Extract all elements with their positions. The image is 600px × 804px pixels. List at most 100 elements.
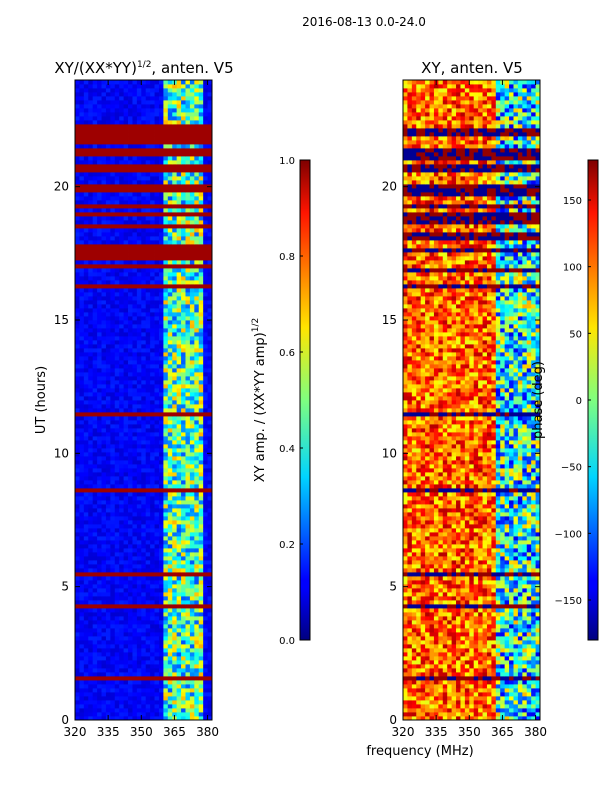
heatmap-cell — [194, 316, 199, 320]
heatmap-cell — [155, 616, 160, 620]
heatmap-cell — [163, 212, 168, 216]
heatmap-cell — [97, 700, 102, 704]
heatmap-cell — [199, 208, 204, 212]
heatmap-cell — [159, 212, 164, 216]
heatmap-cell — [132, 120, 137, 124]
heatmap-cell — [128, 96, 133, 100]
heatmap-cell — [146, 188, 151, 192]
heatmap-cell — [150, 284, 155, 288]
heatmap-cell — [128, 308, 133, 312]
heatmap-cell — [132, 384, 137, 388]
heatmap-cell — [181, 404, 186, 408]
heatmap-cell — [119, 188, 124, 192]
heatmap-cell — [155, 512, 160, 516]
heatmap-cell — [203, 560, 208, 564]
heatmap-cell — [75, 160, 80, 164]
heatmap-cell — [159, 572, 164, 576]
heatmap-cell — [150, 112, 155, 116]
heatmap-cell — [88, 220, 93, 224]
heatmap-cell — [163, 128, 168, 132]
heatmap-cell — [141, 500, 146, 504]
heatmap-cell — [199, 448, 204, 452]
heatmap-cell — [128, 560, 133, 564]
heatmap-cell — [159, 268, 164, 272]
heatmap-cell — [119, 212, 124, 216]
heatmap-cell — [163, 248, 168, 252]
heatmap-cell — [168, 304, 173, 308]
heatmap-cell — [124, 536, 129, 540]
heatmap-cell — [93, 292, 98, 296]
heatmap-cell — [199, 676, 204, 680]
heatmap-cell — [199, 96, 204, 100]
heatmap-cell — [132, 520, 137, 524]
heatmap-cell — [163, 288, 168, 292]
heatmap-cell — [137, 276, 142, 280]
heatmap-cell — [75, 492, 80, 496]
heatmap-cell — [150, 560, 155, 564]
heatmap-cell — [194, 152, 199, 156]
heatmap-cell — [181, 180, 186, 184]
heatmap-cell — [106, 140, 111, 144]
heatmap-cell — [172, 356, 177, 360]
heatmap-cell — [172, 676, 177, 680]
heatmap-cell — [84, 288, 89, 292]
heatmap-cell — [181, 332, 186, 336]
heatmap-cell — [84, 568, 89, 572]
heatmap-cell — [141, 348, 146, 352]
heatmap-cell — [159, 528, 164, 532]
heatmap-cell — [115, 372, 120, 376]
heatmap-cell — [110, 204, 115, 208]
heatmap-cell — [124, 548, 129, 552]
heatmap-cell — [88, 196, 93, 200]
heatmap-cell — [106, 564, 111, 568]
heatmap-cell — [159, 428, 164, 432]
heatmap-cell — [146, 88, 151, 92]
heatmap-cell — [177, 548, 182, 552]
heatmap-cell — [163, 328, 168, 332]
heatmap-cell — [137, 676, 142, 680]
heatmap-cell — [199, 168, 204, 172]
heatmap-cell — [93, 520, 98, 524]
heatmap-cell — [106, 104, 111, 108]
heatmap-cell — [75, 392, 80, 396]
heatmap-cell — [102, 320, 107, 324]
heatmap-cell — [79, 600, 84, 604]
heatmap-cell — [199, 472, 204, 476]
heatmap-cell — [146, 340, 151, 344]
heatmap-cell — [110, 604, 115, 608]
heatmap-cell — [146, 212, 151, 216]
heatmap-cell — [177, 108, 182, 112]
heatmap-cell — [155, 344, 160, 348]
heatmap-cell — [93, 324, 98, 328]
heatmap-cell — [137, 552, 142, 556]
heatmap-cell — [75, 88, 80, 92]
heatmap-cell — [124, 156, 129, 160]
heatmap-cell — [163, 160, 168, 164]
heatmap-cell — [172, 512, 177, 516]
heatmap-cell — [84, 348, 89, 352]
heatmap-cell — [203, 364, 208, 368]
heatmap-cell — [106, 152, 111, 156]
heatmap-cell — [168, 120, 173, 124]
heatmap-cell — [199, 400, 204, 404]
heatmap-cell — [79, 308, 84, 312]
heatmap-cell — [150, 384, 155, 388]
heatmap-cell — [185, 224, 190, 228]
heatmap-cell — [79, 472, 84, 476]
heatmap-cell — [172, 456, 177, 460]
heatmap-cell — [199, 540, 204, 544]
heatmap-cell — [137, 408, 142, 412]
heatmap-cell — [137, 232, 142, 236]
heatmap-cell — [159, 232, 164, 236]
heatmap-cell — [88, 604, 93, 608]
heatmap-cell — [106, 236, 111, 240]
heatmap-cell — [128, 476, 133, 480]
heatmap-cell — [163, 596, 168, 600]
heatmap-cell — [203, 504, 208, 508]
heatmap-cell — [88, 368, 93, 372]
heatmap-cell — [199, 300, 204, 304]
heatmap-cell — [155, 480, 160, 484]
heatmap-cell — [168, 256, 173, 260]
heatmap-cell — [163, 708, 168, 712]
heatmap-cell — [181, 396, 186, 400]
